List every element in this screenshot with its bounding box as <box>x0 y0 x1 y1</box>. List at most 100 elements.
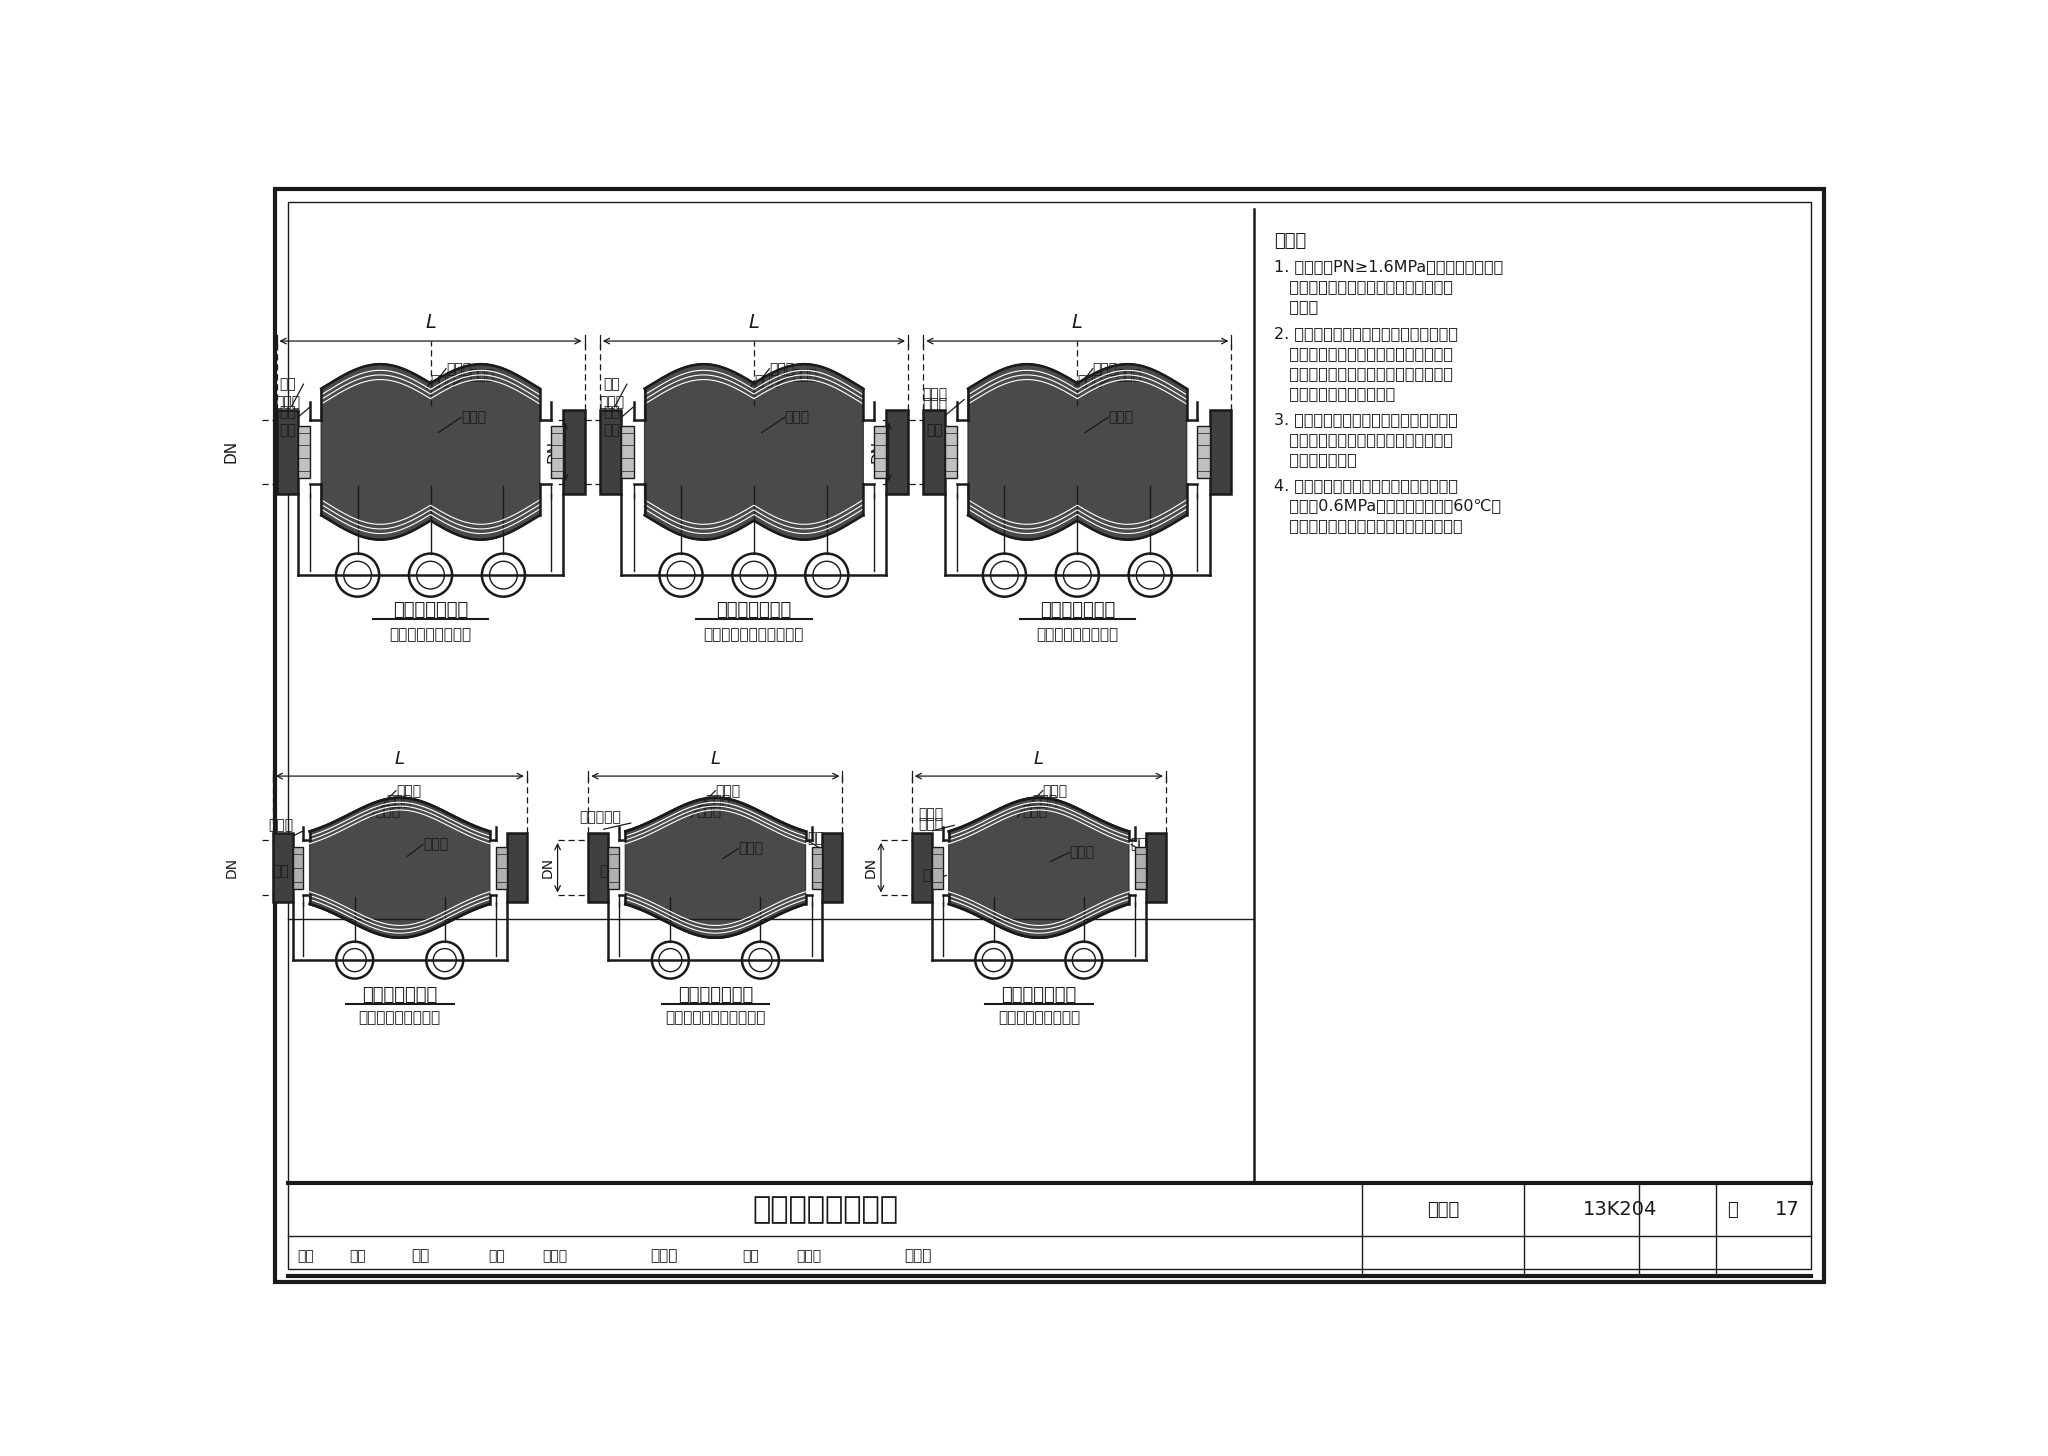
Bar <box>608 847 618 888</box>
Bar <box>924 409 944 494</box>
Text: 内胶层: 内胶层 <box>1022 804 1047 818</box>
Bar <box>944 427 956 478</box>
Text: 端面: 端面 <box>272 865 289 878</box>
Polygon shape <box>645 364 864 540</box>
Text: L: L <box>711 750 721 769</box>
Text: 端面: 端面 <box>281 424 297 437</box>
Bar <box>932 847 942 888</box>
Text: 选用双球体橡胶接头，且宜选用端面金: 选用双球体橡胶接头，且宜选用端面金 <box>1274 365 1452 380</box>
Text: DN: DN <box>223 440 238 463</box>
Text: 内胶层: 内胶层 <box>375 805 399 818</box>
Text: 3. 橡胶接头的法兰应与所接设备或管道的: 3. 橡胶接头的法兰应与所接设备或管道的 <box>1274 412 1458 427</box>
Text: 钢丝圈: 钢丝圈 <box>268 818 293 833</box>
Text: 中胶层: 中胶层 <box>793 368 817 381</box>
Text: DN: DN <box>547 440 561 463</box>
Text: 形环: 形环 <box>281 405 297 419</box>
Text: 霍辉: 霍辉 <box>412 1248 430 1264</box>
Text: 端面: 端面 <box>602 424 621 437</box>
Text: 17: 17 <box>1774 1200 1800 1219</box>
Text: 校对: 校对 <box>487 1249 506 1262</box>
Text: 中胶层: 中胶层 <box>469 368 494 381</box>
Text: 设计: 设计 <box>741 1249 760 1262</box>
Text: 双球体橡胶接头: 双球体橡胶接头 <box>1040 601 1114 619</box>
Bar <box>551 427 563 478</box>
Text: 橡胶接头不能满足位移变形量要求时可: 橡胶接头不能满足位移变形量要求时可 <box>1274 345 1452 361</box>
Bar <box>811 847 823 888</box>
Text: 审核: 审核 <box>297 1249 313 1262</box>
Text: 属矩形环加固橡胶接头。: 属矩形环加固橡胶接头。 <box>1274 386 1395 400</box>
Bar <box>272 833 293 903</box>
Bar <box>1145 833 1165 903</box>
Bar <box>874 427 887 478</box>
Text: 图集号: 图集号 <box>1427 1201 1458 1219</box>
Bar <box>299 427 311 478</box>
Text: 1. 公称压力PN≥1.6MPa的橡胶接头产品宜: 1. 公称压力PN≥1.6MPa的橡胶接头产品宜 <box>1274 259 1503 274</box>
Text: 端面: 端面 <box>924 868 940 882</box>
Text: 全德海: 全德海 <box>797 1249 821 1262</box>
Text: 外胶层: 外胶层 <box>446 361 471 376</box>
Text: （端面用织物加固）: （端面用织物加固） <box>997 1010 1079 1025</box>
Text: 不超过0.6MPa、介质温度不超过60℃条: 不超过0.6MPa、介质温度不超过60℃条 <box>1274 498 1501 513</box>
Text: 外胶层: 外胶层 <box>1094 361 1118 376</box>
Bar <box>911 833 932 903</box>
Text: 织物加: 织物加 <box>918 807 944 821</box>
Text: 双球体橡胶接头: 双球体橡胶接头 <box>393 601 469 619</box>
Text: 外胶层: 外胶层 <box>770 361 795 376</box>
Text: L: L <box>1034 750 1044 769</box>
Polygon shape <box>948 798 1128 938</box>
Text: 金属矩: 金属矩 <box>276 395 301 409</box>
Text: 金属矩形环: 金属矩形环 <box>580 811 621 824</box>
Text: 13K204: 13K204 <box>1583 1200 1657 1219</box>
Text: 接头。: 接头。 <box>1274 300 1319 314</box>
Text: 形环: 形环 <box>602 405 621 419</box>
Text: L: L <box>395 750 406 769</box>
Text: 邢巧云: 邢巧云 <box>543 1249 567 1262</box>
Bar <box>563 409 584 494</box>
Text: 固翻边: 固翻边 <box>918 817 944 831</box>
Bar <box>621 427 633 478</box>
Text: 增强层: 增强层 <box>1108 411 1133 424</box>
Text: 增强层: 增强层 <box>1069 846 1096 859</box>
Text: 外胶层: 外胶层 <box>1042 783 1067 798</box>
Text: 增强层: 增强层 <box>739 842 764 856</box>
Text: 中胶层: 中胶层 <box>705 794 731 808</box>
Text: （端面钢丝圈加固）: （端面钢丝圈加固） <box>389 628 471 642</box>
Text: 增强层: 增强层 <box>422 837 449 852</box>
Polygon shape <box>625 798 805 938</box>
Text: 法兰: 法兰 <box>1130 837 1147 852</box>
Text: 4. 端面用织物加固橡胶接头宜在工作压力: 4. 端面用织物加固橡胶接头宜在工作压力 <box>1274 478 1458 494</box>
Text: （端面用织物加固）: （端面用织物加固） <box>1036 628 1118 642</box>
Text: 内胶层: 内胶层 <box>696 804 721 818</box>
Text: 单球体橡胶接头: 单球体橡胶接头 <box>362 986 438 1003</box>
Text: 中胶层: 中胶层 <box>385 795 412 808</box>
Text: 外胶层: 外胶层 <box>395 783 422 798</box>
Bar <box>600 409 621 494</box>
Bar <box>823 833 842 903</box>
Text: 织物加: 织物加 <box>922 387 948 402</box>
Text: 固翻边: 固翻边 <box>922 397 948 411</box>
Text: 单球体橡胶接头: 单球体橡胶接头 <box>678 986 754 1003</box>
Text: 法兰: 法兰 <box>807 831 823 846</box>
Text: （端面钢丝圈加固）: （端面钢丝圈加固） <box>358 1010 440 1025</box>
Bar <box>293 847 303 888</box>
Text: DN: DN <box>225 858 240 878</box>
Text: 黄辉: 黄辉 <box>350 1249 367 1262</box>
Text: DN: DN <box>864 858 879 878</box>
Text: 说明：: 说明： <box>1274 233 1307 250</box>
Text: 双球体橡胶接头: 双球体橡胶接头 <box>717 601 791 619</box>
Text: 内胶层: 内胶层 <box>430 374 455 389</box>
Text: L: L <box>1071 313 1083 332</box>
Polygon shape <box>322 364 541 540</box>
Text: 件下使用，并宜采用金属拉杆进行保护。: 件下使用，并宜采用金属拉杆进行保护。 <box>1274 518 1462 533</box>
Text: （端面金属矩形环加固）: （端面金属矩形环加固） <box>666 1010 766 1025</box>
Text: 增强层: 增强层 <box>461 411 487 424</box>
Bar <box>1198 427 1210 478</box>
Text: 全德海: 全德海 <box>903 1248 932 1264</box>
Bar <box>588 833 608 903</box>
Text: 端面: 端面 <box>600 865 616 878</box>
Text: 增强层: 增强层 <box>784 411 809 424</box>
Text: 内胶层: 内胶层 <box>754 374 778 389</box>
Text: 端面: 端面 <box>926 424 944 437</box>
Text: L: L <box>748 313 760 332</box>
Bar <box>496 847 506 888</box>
